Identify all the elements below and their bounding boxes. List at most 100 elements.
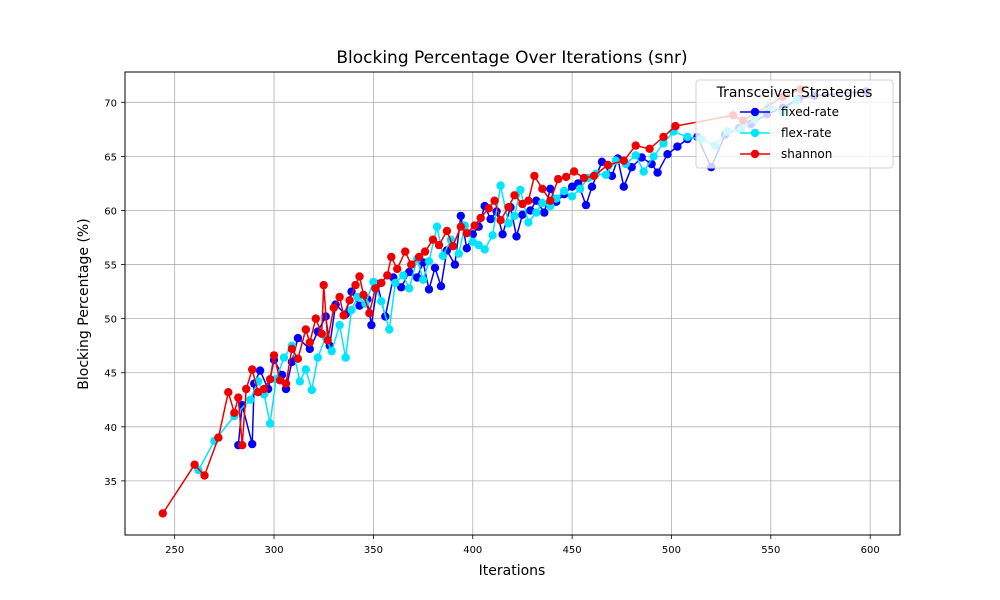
data-point-fixed-rate [546, 184, 555, 193]
x-tick-label: 300 [264, 545, 283, 556]
data-point-fixed-rate [436, 282, 446, 291]
data-point-shannon [383, 271, 392, 280]
data-point-shannon [311, 314, 320, 323]
chart-title: Blocking Percentage Over Iterations (snr… [336, 48, 687, 68]
data-point-flex-rate [341, 353, 350, 362]
data-point-flex-rate [432, 222, 442, 231]
data-point-fixed-rate [518, 210, 527, 219]
data-point-flex-rate [560, 186, 569, 196]
x-tick-label: 450 [563, 545, 582, 556]
data-point-flex-rate [504, 219, 513, 228]
x-tick-label: 350 [364, 545, 383, 556]
data-point-flex-rate [532, 208, 541, 217]
x-tick-label: 550 [761, 545, 780, 556]
legend: Transceiver Strategies fixed-rate flex-rat… [695, 79, 894, 169]
data-point-shannon [538, 184, 547, 193]
x-tick-label: 500 [662, 545, 681, 556]
data-point-shannon [377, 278, 386, 288]
plot-frame [124, 71, 901, 536]
data-point-flex-rate [424, 257, 434, 266]
data-point-fixed-rate [305, 344, 314, 354]
data-point-shannon [234, 393, 243, 402]
data-point-flex-rate [567, 192, 577, 201]
data-point-shannon [496, 216, 505, 225]
data-point-shannon [414, 252, 424, 262]
data-point-fixed-rate [397, 283, 406, 292]
data-point-flex-rate [575, 184, 585, 193]
data-point-shannon [259, 384, 269, 394]
x-tick-label: 600 [861, 545, 880, 556]
data-point-shannon [470, 221, 479, 230]
data-point-fixed-rate [486, 214, 495, 224]
axis-ticks: 250 300 350 400 450 500 550 600 35 40 45 50 55 60 65 70 [104, 98, 879, 556]
data-point-flex-rate [538, 198, 547, 208]
data-point-flex-rate [524, 218, 533, 227]
data-point-shannon [530, 171, 539, 181]
data-point-flex-rate [496, 181, 505, 190]
y-tick-label: 70 [104, 98, 117, 109]
data-point-shannon [579, 173, 589, 183]
data-point-fixed-rate [430, 263, 440, 272]
data-point-fixed-rate [424, 285, 434, 294]
legend-label-fixed-rate: fixed-rate [781, 105, 839, 119]
data-point-shannon [355, 272, 364, 281]
data-point-shannon [287, 344, 297, 354]
data-point-flex-rate [399, 271, 408, 280]
data-point-shannon [484, 204, 493, 213]
data-point-flex-rate [385, 325, 394, 334]
data-point-shannon [319, 280, 328, 290]
data-point-fixed-rate [512, 232, 521, 241]
data-point-shannon [317, 329, 326, 338]
data-point-flex-rate [246, 395, 255, 404]
data-point-shannon [510, 191, 519, 200]
data-point-fixed-rate [653, 168, 662, 177]
data-point-flex-rate [295, 377, 305, 386]
data-point-shannon [269, 351, 279, 360]
data-point-shannon [401, 247, 410, 256]
data-point-shannon [631, 141, 640, 150]
y-tick-label: 55 [104, 261, 117, 272]
y-tick-label: 60 [104, 206, 117, 217]
data-point-flex-rate [639, 167, 648, 176]
data-point-flex-rate [454, 249, 463, 258]
data-point-flex-rate [438, 251, 448, 261]
data-point-shannon [301, 325, 310, 334]
data-point-shannon [476, 213, 485, 223]
data-point-flex-rate [488, 231, 497, 240]
data-point-shannon [293, 354, 303, 363]
data-point-fixed-rate [498, 230, 507, 239]
data-point-shannon [281, 379, 291, 388]
data-point-fixed-rate [619, 182, 628, 191]
data-point-shannon [456, 222, 465, 231]
data-point-shannon [546, 196, 555, 205]
data-point-shannon [448, 242, 458, 251]
data-point-shannon [242, 384, 251, 394]
data-point-flex-rate [279, 353, 289, 362]
data-point-shannon [603, 160, 613, 170]
x-tick-label: 400 [463, 545, 482, 556]
data-point-shannon [393, 264, 402, 274]
data-point-shannon [462, 229, 471, 238]
data-point-flex-rate [649, 152, 658, 161]
legend-label-shannon: shannon [781, 147, 832, 161]
data-point-flex-rate [335, 320, 344, 330]
data-point-shannon [407, 260, 416, 269]
data-point-fixed-rate [248, 439, 257, 449]
data-point-flex-rate [516, 185, 525, 195]
legend-swatch-marker [750, 149, 760, 159]
y-axis-title: Blocking Percentage (%) [76, 218, 92, 389]
data-point-shannon [504, 203, 513, 212]
data-point-shannon [190, 460, 199, 469]
data-point-fixed-rate [663, 150, 672, 159]
data-point-shannon [329, 303, 338, 312]
data-point-shannon [524, 196, 533, 205]
data-point-flex-rate [474, 240, 483, 250]
data-point-shannon [248, 365, 257, 374]
y-tick-label: 50 [104, 315, 117, 326]
data-point-flex-rate [327, 346, 336, 356]
data-point-fixed-rate [581, 200, 591, 210]
data-point-shannon [562, 172, 571, 182]
data-point-fixed-rate [456, 211, 465, 221]
data-point-shannon [238, 441, 247, 450]
